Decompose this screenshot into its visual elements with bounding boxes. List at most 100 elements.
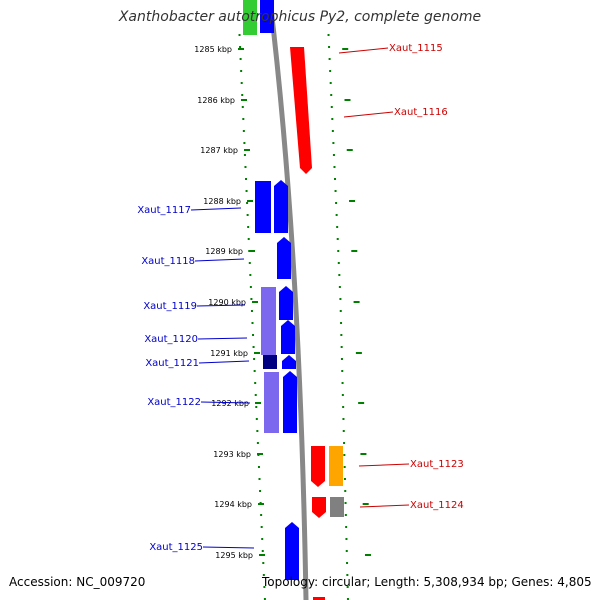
ruler-dot: [332, 142, 335, 144]
gene-xaut-1120[interactable]: [281, 320, 295, 354]
kbp-tick-label: 1285 kbp: [194, 45, 232, 54]
kbp-tick-label: 1288 kbp: [203, 197, 241, 206]
ruler-dot: [343, 442, 346, 444]
ruler-dot: [338, 286, 341, 288]
ruler-dot: [255, 418, 258, 420]
gene-xaut-1119[interactable]: [261, 287, 276, 355]
ruler-dot: [339, 298, 342, 300]
ruler-dot: [328, 46, 331, 48]
genome-backbone: [267, 0, 309, 600]
kbp-tick-group: 1285 kbp 1286 kbp 1287 kbp 1288 kbp 1289 kbp…: [194, 45, 371, 560]
ruler-dot: [255, 406, 258, 408]
gene-label-xaut_1123[interactable]: Xaut_1123: [410, 459, 464, 470]
ruler-dot: [242, 118, 245, 120]
gene-xaut-1124[interactable]: [312, 497, 326, 518]
gene-partial-top-green[interactable]: [243, 0, 257, 35]
ruler-dot: [335, 214, 338, 216]
ruler-dot: [250, 310, 253, 312]
ruler-dot: [251, 322, 254, 324]
ruler-dot: [246, 202, 249, 204]
gene-xaut-1117b[interactable]: [274, 180, 288, 233]
gene-label-xaut_1115[interactable]: Xaut_1115: [389, 43, 443, 54]
ruler-dot: [343, 478, 346, 480]
kbp-tick-mark-right: [344, 99, 351, 101]
gene-xaut-1118[interactable]: [277, 237, 291, 279]
ruler-dot: [343, 466, 346, 468]
ruler-dot: [344, 490, 347, 492]
gene-label-leaders: [190, 47, 410, 549]
kbp-tick-label: 1287 kbp: [200, 146, 238, 155]
ruler-dot: [256, 442, 259, 444]
ruler-dot: [342, 430, 345, 432]
gene-xaut-1119b[interactable]: [279, 286, 293, 320]
gene-leader-line: [200, 401, 251, 404]
gene-partial-bottom-red[interactable]: [313, 597, 325, 600]
gene-xaut-1123[interactable]: [311, 446, 325, 487]
ruler-dot: [331, 118, 334, 120]
ruler-dot: [344, 514, 347, 516]
gene-xaut-1122b[interactable]: [283, 371, 297, 433]
ruler-dot: [327, 34, 330, 36]
gene-xaut-1124b[interactable]: [330, 497, 344, 517]
accession-label: Accession: NC_009720: [9, 575, 146, 589]
gene-partial-top-blue[interactable]: [260, 0, 274, 33]
ruler-dot: [346, 586, 349, 588]
gene-label-xaut_1118[interactable]: Xaut_1118: [141, 256, 195, 267]
ruler-dot: [340, 322, 343, 324]
gene-label-xaut_1116[interactable]: Xaut_1116: [394, 107, 448, 118]
ruler-dot: [263, 598, 266, 600]
gene-xaut-1125[interactable]: [285, 522, 299, 580]
ruler-dot: [337, 262, 340, 264]
kbp-tick-mark: [249, 250, 255, 252]
ruler-dot: [241, 94, 244, 96]
gene-xaut-1121b[interactable]: [282, 355, 296, 369]
gene-label-xaut_1122[interactable]: Xaut_1122: [147, 397, 201, 408]
ruler-dot: [336, 226, 339, 228]
gene-label-xaut_1120[interactable]: Xaut_1120: [144, 334, 198, 345]
ruler-dot: [245, 190, 248, 192]
ruler-dot: [340, 334, 343, 336]
kbp-tick-label: 1286 kbp: [197, 96, 235, 105]
ruler-dot: [345, 526, 348, 528]
ruler-dot: [336, 238, 339, 240]
ruler-dot: [259, 490, 262, 492]
kbp-tick-mark-right: [358, 402, 365, 404]
ruler-dot: [346, 598, 349, 600]
gene-label-xaut_1119[interactable]: Xaut_1119: [143, 301, 197, 312]
gene-leader-line: [196, 304, 246, 307]
gene-leader-line: [194, 258, 245, 262]
ruler-dot: [250, 298, 253, 300]
kbp-tick-mark: [259, 554, 265, 556]
ruler-dot: [243, 154, 246, 156]
ruler-dot: [345, 550, 348, 552]
ruler-dot: [241, 106, 244, 108]
ruler-dot: [261, 550, 264, 552]
ruler-dot: [345, 538, 348, 540]
ruler-dot: [261, 538, 264, 540]
right-ruler: [327, 34, 349, 600]
kbp-tick-mark-right: [349, 200, 356, 202]
ruler-dot: [249, 274, 252, 276]
gene-xaut-1122[interactable]: [264, 372, 279, 433]
kbp-tick-label: 1293 kbp: [213, 450, 251, 459]
gene-xaut-1123b[interactable]: [329, 446, 343, 486]
ruler-dot: [346, 562, 349, 564]
ruler-dot: [342, 418, 345, 420]
kbp-tick-label: 1294 kbp: [214, 500, 252, 509]
kbp-tick-mark-right: [364, 554, 371, 556]
ruler-dot: [333, 166, 336, 168]
gene-xaut-1117a[interactable]: [255, 181, 271, 233]
ruler-dot: [238, 34, 241, 36]
gene-label-xaut_1124[interactable]: Xaut_1124: [410, 500, 464, 511]
ruler-dot: [344, 502, 347, 504]
gene-xaut-1115-1116[interactable]: [290, 47, 312, 174]
ruler-dot: [262, 562, 265, 564]
gene-xaut-1121[interactable]: [263, 355, 277, 369]
ruler-dot: [331, 130, 334, 132]
gene-label-xaut_1121[interactable]: Xaut_1121: [145, 358, 199, 369]
gene-label-xaut_1117[interactable]: Xaut_1117: [137, 205, 191, 216]
kbp-tick-mark: [247, 200, 253, 202]
gene-label-xaut_1125[interactable]: Xaut_1125: [149, 542, 203, 553]
kbp-tick-label: 1289 kbp: [205, 247, 243, 256]
